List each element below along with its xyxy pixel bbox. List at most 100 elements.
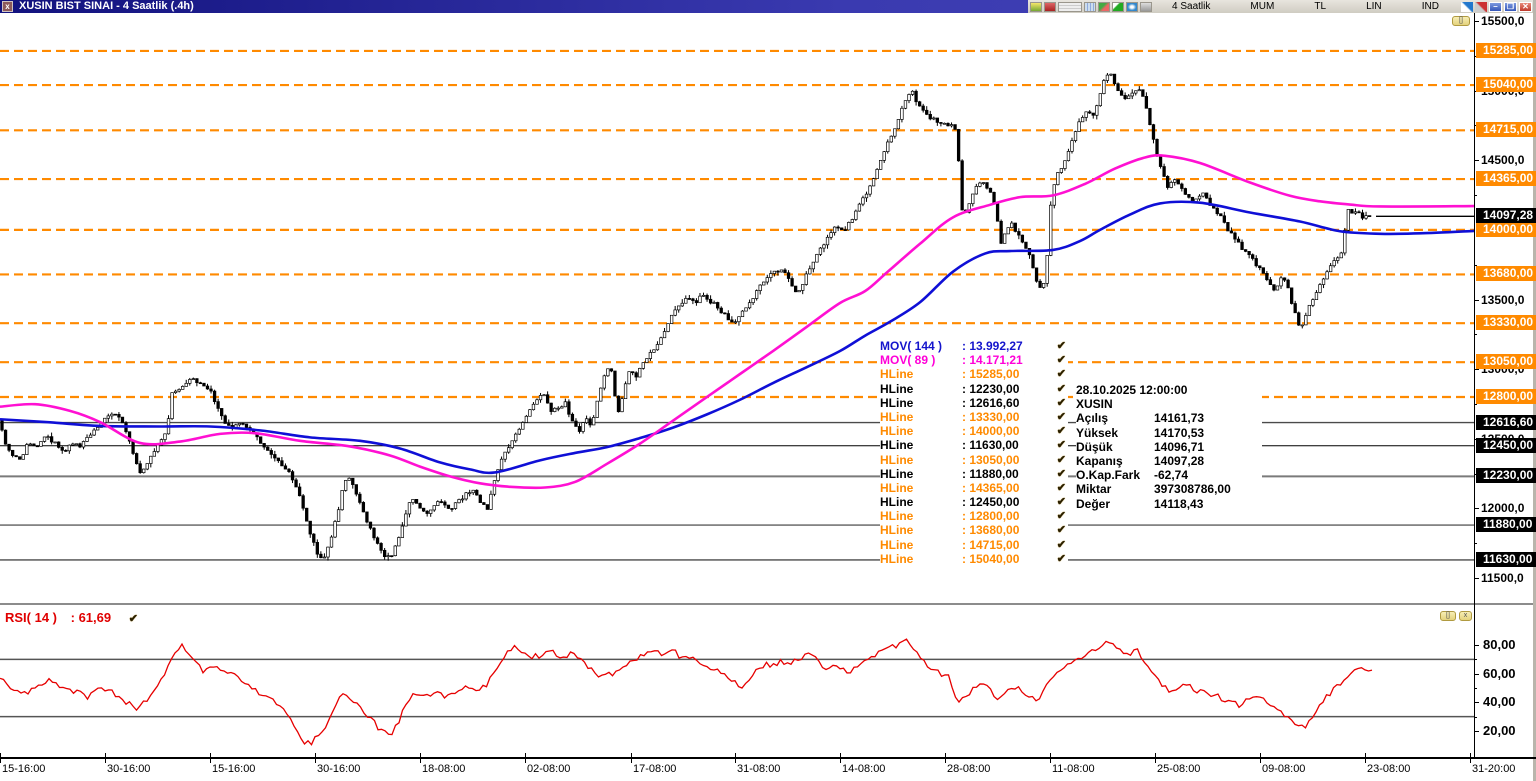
hline-price-badge[interactable]: 14000,00 (1476, 221, 1536, 237)
legend-row[interactable]: HLine: 11880,00 ✔ (880, 467, 1068, 481)
legend-row[interactable]: HLine: 13050,00 ✔ (880, 453, 1068, 467)
visibility-check-icon[interactable]: ✔ (1056, 538, 1066, 551)
axis-tick (1474, 334, 1477, 336)
legend-row[interactable]: HLine : 13330,00 ✔ (880, 410, 1068, 424)
info-value: -62,74 (1154, 468, 1189, 483)
time-label: 31-20:00 (1472, 763, 1516, 775)
visibility-check-icon[interactable]: ✔ (1056, 354, 1066, 367)
level-price-badge[interactable]: 11630,00 (1476, 551, 1536, 567)
visibility-check-icon[interactable]: ✔ (1056, 552, 1066, 565)
legend-row[interactable]: HLine: 11630,00 ✔ (880, 438, 1068, 452)
legend-name: HLine (880, 551, 914, 566)
panel-divider[interactable] (0, 603, 1536, 605)
close-button[interactable]: ✕ (1519, 1, 1532, 12)
price-axis[interactable]: 15500,015000,014500,013500,013000,012500… (1474, 13, 1536, 757)
legend-row[interactable]: HLine: 12616,60 ✔ (880, 396, 1068, 410)
level-price-badge[interactable]: 12230,00 (1476, 468, 1536, 484)
tools-icon[interactable] (1475, 1, 1487, 12)
legend-name: HLine (880, 409, 914, 424)
time-label: 31-08:00 (737, 763, 781, 775)
level-price-badge[interactable]: 12450,00 (1476, 437, 1536, 453)
toolbar-button-ind[interactable]: IND (1421, 1, 1439, 12)
main-price-chart[interactable] (0, 13, 1474, 605)
legend-row[interactable]: HLine: 12450,00 ✔ (880, 495, 1068, 509)
minimize-button[interactable]: – (1489, 1, 1502, 12)
info-label: Yüksek (1076, 425, 1119, 440)
visibility-check-icon[interactable]: ✔ (1056, 425, 1066, 438)
legend-row[interactable]: HLine: 15285,00 ✔ (880, 367, 1068, 381)
axis-tick (1474, 578, 1479, 579)
rsi-close-button[interactable]: x (1459, 611, 1472, 621)
info-label: Açılış (1076, 411, 1109, 426)
hline-price-badge[interactable]: 14715,00 (1476, 122, 1536, 138)
hline-price-badge[interactable]: 12800,00 (1476, 388, 1536, 404)
hline-price-badge[interactable]: 15285,00 (1476, 42, 1536, 58)
time-label: 02-08:00 (527, 763, 571, 775)
visibility-check-icon[interactable]: ✔ (1056, 453, 1066, 466)
time-tick (1260, 753, 1261, 763)
visibility-check-icon[interactable]: ✔ (1056, 467, 1066, 480)
visibility-check-icon[interactable]: ✔ (1056, 510, 1066, 523)
link-arrow-icon[interactable] (1461, 1, 1473, 12)
legend-row[interactable]: HLine: 15040,00 ✔ (880, 552, 1068, 566)
grid-icon[interactable] (1084, 1, 1096, 12)
legend-row[interactable]: HLine: 14365,00 ✔ (880, 481, 1068, 495)
favorites-icon[interactable] (1044, 1, 1056, 12)
workbook-icon[interactable] (1030, 1, 1042, 12)
chart-type-icon[interactable] (1098, 1, 1110, 12)
hline-price-badge[interactable]: 13330,00 (1476, 315, 1536, 331)
indicator-curve-icon[interactable] (1140, 1, 1152, 12)
visibility-check-icon[interactable]: ✔ (1056, 396, 1066, 409)
level-price-badge[interactable]: 12616,60 (1476, 414, 1536, 430)
toolbar-button-lin[interactable]: LIN (1366, 1, 1382, 12)
rsi-scale-button[interactable]: [] (1440, 611, 1456, 621)
compass-icon[interactable] (1126, 1, 1138, 12)
time-tick (1365, 753, 1366, 763)
hline-price-badge[interactable]: 13680,00 (1476, 266, 1536, 282)
axis-tick (1474, 125, 1477, 127)
hline-price-badge[interactable]: 14365,00 (1476, 171, 1536, 187)
rsi-chart[interactable] (0, 605, 1474, 757)
legend-row[interactable]: MOV( 89 ): 14.171,21 ✔ (880, 353, 1068, 367)
info-row: Kapanış 14097,28 (1076, 454, 1262, 468)
level-price-badge[interactable]: 11880,00 (1476, 517, 1536, 533)
time-label: 09-08:00 (1262, 763, 1306, 775)
legend-value: : 14715,00 (962, 537, 1020, 552)
rsi-check-icon[interactable]: ✔ (128, 613, 138, 625)
toolbar-button-mum[interactable]: MUM (1250, 1, 1275, 12)
hline-price-badge[interactable]: 15040,00 (1476, 77, 1536, 93)
time-label: 15-16:00 (2, 763, 46, 775)
time-tick (210, 753, 211, 763)
visibility-check-icon[interactable]: ✔ (1056, 368, 1066, 381)
main-scale-button[interactable]: [] (1452, 16, 1470, 26)
legend-value: : 13330,00 (962, 409, 1020, 424)
visibility-check-icon[interactable]: ✔ (1056, 439, 1066, 452)
legend-row[interactable]: HLine: 12800,00 ✔ (880, 509, 1068, 523)
axis-tick (1474, 195, 1477, 197)
restore-button[interactable]: ❐ (1504, 1, 1517, 12)
legend-row[interactable]: HLine: 14000,00 ✔ (880, 424, 1068, 438)
toolbar-button-tl[interactable]: TL (1314, 1, 1327, 12)
time-label: 15-16:00 (212, 763, 256, 775)
quote-board-icon[interactable] (1058, 1, 1082, 12)
visibility-check-icon[interactable]: ✔ (1056, 382, 1066, 395)
visibility-check-icon[interactable]: ✔ (1056, 340, 1066, 352)
visibility-check-icon[interactable]: ✔ (1056, 481, 1066, 494)
legend-row[interactable]: HLine: 14715,00 ✔ (880, 538, 1068, 552)
time-axis[interactable]: 15-16:00 30-16:00 15-16:00 30-16:00 18-08:00… (0, 753, 1536, 781)
draw-pencil-icon[interactable] (1112, 1, 1124, 12)
time-tick (525, 753, 526, 763)
visibility-check-icon[interactable]: ✔ (1056, 524, 1066, 537)
visibility-check-icon[interactable]: ✔ (1056, 496, 1066, 509)
info-value: 14161,73 (1154, 411, 1205, 426)
info-label: Düşük (1076, 439, 1113, 454)
panel-close-icon[interactable]: x (2, 1, 13, 12)
visibility-check-icon[interactable]: ✔ (1056, 410, 1066, 423)
toolbar-button-4-saatlik[interactable]: 4 Saatlik (1172, 1, 1211, 12)
legend-row[interactable]: HLine: 13680,00 ✔ (880, 523, 1068, 537)
legend-row[interactable]: MOV( 144 ): 13.992,27 ✔ (880, 339, 1068, 353)
legend-name: HLine (880, 523, 914, 538)
hline-price-badge[interactable]: 13050,00 (1476, 354, 1536, 370)
legend-row[interactable]: HLine: 12230,00 ✔ (880, 382, 1068, 396)
rsi-axis-label: 40,00 (1483, 694, 1516, 710)
